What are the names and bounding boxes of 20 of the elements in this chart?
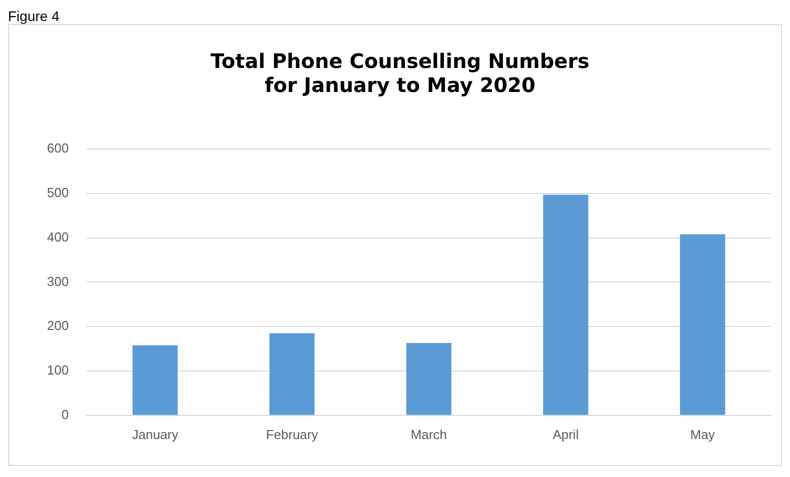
bar [543, 194, 588, 415]
x-tick-label: March [410, 426, 447, 442]
x-tick-label: February [266, 426, 318, 442]
x-tick-label: May [690, 426, 716, 442]
bar [269, 333, 315, 415]
y-tick-label: 300 [46, 274, 69, 289]
text: Total Phone Counselling Numbers [210, 49, 590, 74]
bar [406, 343, 452, 415]
x-tick-label: January [132, 426, 179, 442]
y-tick-label: 200 [46, 318, 69, 334]
x-tick-label: April [552, 426, 579, 442]
y-tick-label: 400 [46, 229, 69, 244]
y-tick-label: 600 [46, 140, 69, 156]
caption: Figure 4 [8, 8, 60, 24]
bar [132, 345, 178, 415]
text: for January to May 2020 [264, 73, 536, 98]
y-tick-label: 0 [61, 406, 69, 422]
bar [680, 234, 726, 415]
y-tick-label: 100 [46, 362, 69, 378]
y-tick-label: 500 [46, 184, 69, 200]
